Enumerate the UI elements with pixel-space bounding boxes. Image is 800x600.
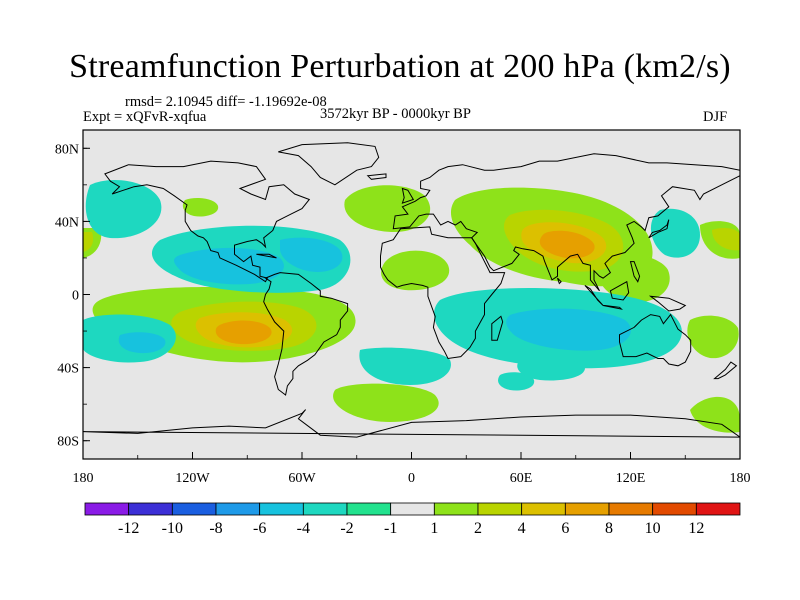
colorbar-swatch [477, 502, 523, 516]
greenland-coast [278, 142, 380, 186]
north-pacific-low-1-contour [85, 180, 162, 239]
southern-ocean-low-contour [498, 372, 535, 391]
colorbar-swatch [302, 502, 348, 516]
north-atlantic-ridge-contour [344, 185, 431, 232]
eurasia-coast [392, 153, 740, 292]
season-label: DJF [703, 109, 728, 125]
lon-tick-label: 60E [510, 471, 533, 486]
west-edge-ridge-2-contour [83, 232, 94, 252]
colorbar-label: -12 [118, 520, 139, 537]
southeast-ridge-contour [690, 396, 740, 433]
caribbean-low-contour [280, 237, 343, 272]
colorbar-swatch [433, 502, 479, 516]
colorbar-swatch [521, 502, 566, 516]
indian-ocean-low-contour [506, 308, 631, 351]
sumatra-coast [584, 284, 604, 306]
colorbar-swatch [171, 502, 217, 516]
sri-lanka-coast [557, 277, 562, 285]
colorbar-swatch [346, 502, 392, 516]
cuba-coast [256, 253, 277, 259]
stats-label: rmsd= 2.10945 diff= -1.19692e-08 [125, 94, 327, 110]
lat-tick-label: 80N [55, 142, 79, 157]
colorbar-swatch [652, 502, 697, 516]
aus-ridge-contour [687, 315, 739, 359]
colorbar-label: -6 [253, 520, 266, 537]
madagascar-coast [491, 315, 504, 341]
colorbar-label: -4 [297, 520, 310, 537]
lon-tick-label: 120W [175, 471, 210, 486]
lon-tick-label: 120E [616, 471, 646, 486]
south-atlantic-low-contour [359, 347, 451, 385]
colorbar-swatch [259, 502, 304, 516]
colorbar-label: 1 [430, 520, 438, 537]
new-zealand-coast [713, 361, 738, 380]
lon-tick-label: 0 [408, 471, 415, 486]
colorbar-swatch [695, 502, 741, 516]
colorbar-swatch [564, 502, 610, 516]
colorbar-label: 10 [645, 520, 661, 537]
philippines-coast [629, 261, 641, 283]
east-ridge-2-contour [712, 228, 740, 251]
tibet-high-contour [539, 230, 595, 259]
colorbar-label: -8 [209, 520, 222, 537]
pacific-ridge-small-contour [182, 198, 219, 217]
colorbar-swatch [128, 502, 173, 516]
colorbar-swatch [390, 502, 435, 516]
colorbar-label: -10 [162, 520, 183, 537]
coastlines [83, 142, 740, 438]
map-title: Streamfunction Perturbation at 200 hPa (… [69, 48, 731, 85]
lon-tick-label: 180 [730, 471, 751, 486]
experiment-label: Expt = xQFvR-xqfua [83, 109, 207, 125]
africa-coast [380, 226, 506, 360]
colorbar-label: -2 [340, 520, 353, 537]
iceland-coast [366, 173, 387, 180]
new-guinea-coast [648, 295, 687, 312]
colorbar-label: 2 [474, 520, 482, 537]
northwest-pacific-low-contour [650, 208, 700, 258]
lat-tick-label: 40N [55, 215, 79, 230]
lat-tick-label: 40S [57, 362, 79, 377]
lon-tick-label: 180 [73, 471, 94, 486]
colorbar-label: -1 [384, 520, 397, 537]
west-pacific-ridge-contour [596, 253, 670, 303]
java-coast [603, 305, 623, 310]
lat-tick-label: 0 [72, 289, 79, 304]
lat-tick-label: 80S [57, 435, 79, 450]
borneo-coast [609, 280, 630, 301]
south-atlantic-ridge-contour [333, 383, 439, 422]
australia-coast [619, 313, 692, 367]
south-america-high-contour [215, 320, 272, 345]
antarctica-coast [83, 409, 740, 438]
colorbar-label: 6 [561, 520, 569, 537]
south-america-coast [263, 272, 349, 396]
north-america-coast [104, 160, 311, 283]
period-label: 3572kyr BP - 0000kyr BP [320, 106, 471, 122]
lon-tick-label: 60W [288, 471, 316, 486]
britain-coast [401, 187, 415, 204]
japan-coast [648, 219, 670, 239]
colorbar-swatch [608, 502, 654, 516]
africa-ridge-contour [381, 250, 450, 291]
colorbar-label: 8 [605, 520, 613, 537]
colorbar-label: 4 [518, 520, 526, 537]
south-indian-low-contour [517, 357, 585, 381]
colorbar-swatch [215, 502, 261, 516]
colorbar-swatch [84, 502, 130, 516]
south-pacific-low-2-contour [118, 332, 166, 354]
colorbar-label: 12 [688, 520, 704, 537]
